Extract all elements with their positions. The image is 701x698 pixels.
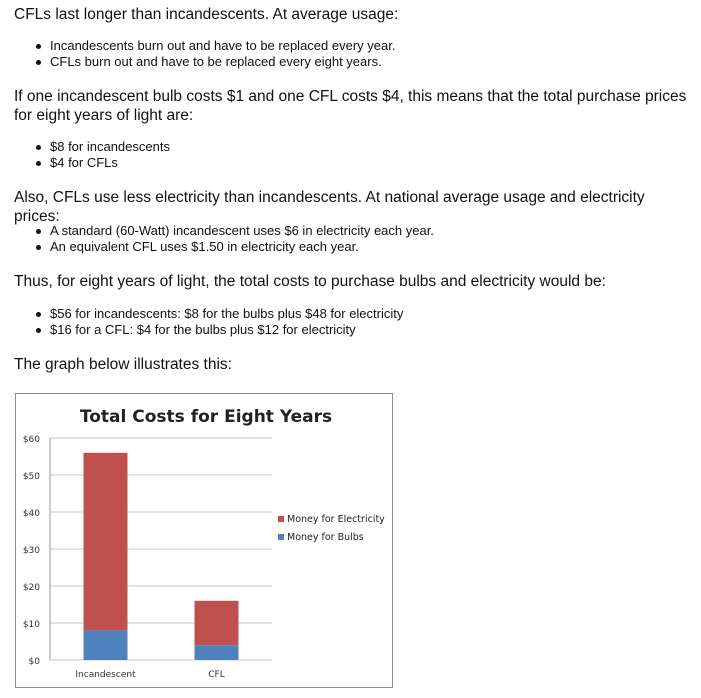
total-costs-chart: Total Costs for Eight Years $0 $10 $20 $30 $4… xyxy=(15,393,393,688)
legend-swatch xyxy=(278,516,284,522)
legend-label: Money for Bulbs xyxy=(287,532,364,543)
y-tick-label: $10 xyxy=(23,620,40,630)
bar-segment xyxy=(83,630,128,660)
list-item: $4 for CFLs xyxy=(0,155,170,171)
list-item: An equivalent CFL uses $1.50 in electric… xyxy=(0,239,434,255)
lifetime-list: Incandescents burn out and have to be re… xyxy=(0,38,395,70)
y-tick-label: $0 xyxy=(29,657,41,667)
purchase-price-paragraph: If one incandescent bulb costs $1 and on… xyxy=(14,88,687,124)
y-tick-label: $30 xyxy=(23,546,40,556)
graph-intro-paragraph: The graph below illustrates this: xyxy=(14,356,232,373)
total-cost-paragraph: Thus, for eight years of light, the tota… xyxy=(14,273,606,290)
list-item: Incandescents burn out and have to be re… xyxy=(0,38,395,54)
list-item: $8 for incandescents xyxy=(0,139,170,155)
chart-title: Total Costs for Eight Years xyxy=(80,407,332,427)
intro-paragraph: CFLs last longer than incandescents. At … xyxy=(14,6,399,23)
legend-label: Money for Electricity xyxy=(287,514,385,525)
list-item: $56 for incandescents: $8 for the bulbs … xyxy=(0,306,403,322)
bar-segment xyxy=(83,452,128,631)
y-tick-label: $60 xyxy=(23,435,40,445)
x-tick-label: CFL xyxy=(208,670,224,680)
electricity-list: A standard (60-Watt) incandescent uses $… xyxy=(0,223,434,255)
legend-swatch xyxy=(278,534,284,540)
y-tick-label: $20 xyxy=(23,583,40,593)
purchase-price-list: $8 for incandescents $4 for CFLs xyxy=(0,139,170,171)
y-tick-label: $50 xyxy=(23,472,40,482)
list-item: CFLs burn out and have to be replaced ev… xyxy=(0,54,395,70)
bar-segment xyxy=(194,645,239,660)
chart-canvas: Total Costs for Eight Years $0 $10 $20 $30 $4… xyxy=(23,407,385,680)
list-item: $16 for a CFL: $4 for the bulbs plus $12… xyxy=(0,322,403,338)
total-cost-list: $56 for incandescents: $8 for the bulbs … xyxy=(0,306,403,338)
list-item: A standard (60-Watt) incandescent uses $… xyxy=(0,223,434,239)
y-tick-label: $40 xyxy=(23,509,40,519)
electricity-paragraph: Also, CFLs use less electricity than inc… xyxy=(14,189,645,225)
bar-segment xyxy=(194,600,239,646)
x-tick-label: Incandescent xyxy=(75,670,136,680)
